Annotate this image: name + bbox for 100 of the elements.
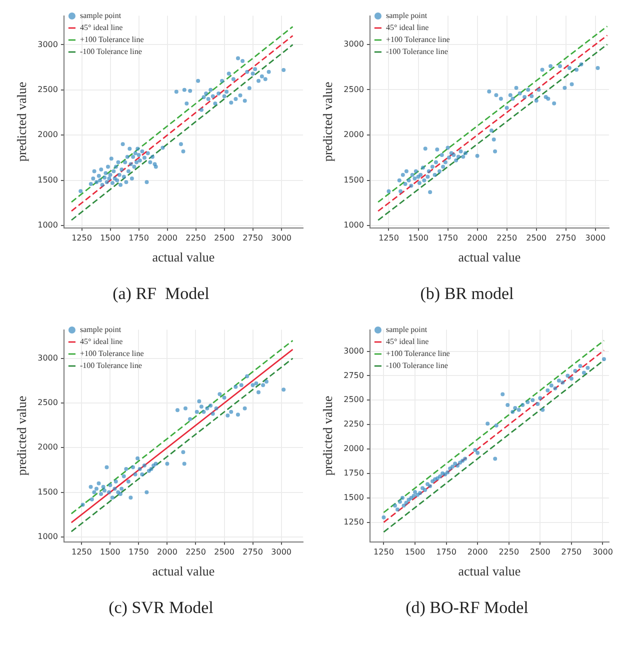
y-tick-label: 2500 xyxy=(38,85,58,94)
x-tick-label: 1750 xyxy=(436,548,456,557)
point xyxy=(569,376,574,381)
point xyxy=(402,504,406,508)
y-tick-label: 1250 xyxy=(344,517,364,526)
y-tick-label: 2750 xyxy=(344,370,364,380)
point xyxy=(566,374,570,378)
point xyxy=(573,368,578,373)
x-tick-label: 2500 xyxy=(214,234,234,243)
point xyxy=(556,378,561,383)
point xyxy=(493,456,498,461)
point xyxy=(494,424,498,428)
point xyxy=(426,482,430,486)
y-tick-label: 3000 xyxy=(344,40,364,49)
legend-label: 45° ideal line xyxy=(80,23,124,32)
point xyxy=(553,386,558,390)
x-tick-label: 2000 xyxy=(467,234,488,243)
y-tick-label: 2500 xyxy=(38,398,58,408)
point xyxy=(420,486,425,490)
legend-label: -100 Tolerance line xyxy=(386,47,448,56)
x-tick-label: 1500 xyxy=(100,234,120,243)
y-tick-label: 1500 xyxy=(38,487,58,496)
point xyxy=(510,410,515,414)
x-tick-label: 1250 xyxy=(72,234,92,243)
y-axis-title: predicted value xyxy=(14,396,30,476)
point xyxy=(400,496,404,500)
x-tick-label: 1500 xyxy=(100,548,120,557)
x-tick-label: 2750 xyxy=(561,548,582,557)
point xyxy=(530,398,535,402)
point xyxy=(428,484,432,488)
point xyxy=(418,490,422,495)
x-tick-label: 2750 xyxy=(242,234,263,243)
point xyxy=(443,472,448,476)
point xyxy=(520,403,525,408)
point xyxy=(500,392,505,396)
y-axis-title: predicted value xyxy=(14,82,30,162)
x-tick-label: 2500 xyxy=(214,548,234,557)
text: (a) RF Model xyxy=(112,284,210,304)
x-tick-label: 2000 xyxy=(157,234,178,243)
point xyxy=(526,400,530,404)
y-tick-label: 1000 xyxy=(38,532,58,541)
point xyxy=(538,396,542,400)
point xyxy=(446,470,450,474)
point xyxy=(549,383,554,388)
x-axis-title: actual value xyxy=(458,564,521,579)
x-tick-label: 3000 xyxy=(585,234,606,243)
y-tick-label: 2000 xyxy=(38,442,58,452)
y-axis-title: predicted value xyxy=(320,82,336,162)
point xyxy=(453,462,458,466)
x-tick-label: 1750 xyxy=(128,548,149,557)
point xyxy=(516,408,521,412)
y-tick-label: 1000 xyxy=(344,220,364,230)
x-tick-label: 2250 xyxy=(186,548,206,557)
x-tick-label: 2250 xyxy=(186,234,206,243)
x-axis-title: actual value xyxy=(152,564,215,579)
point xyxy=(448,466,452,471)
x-tick-label: 3000 xyxy=(271,548,292,557)
legend-label: +100 Tolerance line xyxy=(80,35,144,44)
point xyxy=(578,364,582,368)
legend-label: -100 Tolerance line xyxy=(80,47,142,56)
x-tick-label: 2750 xyxy=(556,234,576,243)
y-axis-title: predicted value xyxy=(320,396,336,476)
point xyxy=(395,508,400,512)
point xyxy=(404,500,408,505)
legend-label: sample point xyxy=(386,11,428,20)
legend-label: +100 Tolerance line xyxy=(80,349,144,358)
x-tick-label: 1750 xyxy=(438,234,458,243)
x-tick-label: 1250 xyxy=(374,548,394,557)
x-tick-label: 1500 xyxy=(404,548,426,557)
point xyxy=(506,403,510,408)
legend-label: 45° ideal line xyxy=(80,337,124,346)
y-tick-label: 3000 xyxy=(344,346,364,356)
y-tick-label: 3000 xyxy=(38,40,58,49)
legend-label: -100 Tolerance line xyxy=(80,361,142,370)
x-tick-label: 1250 xyxy=(378,234,399,243)
x-tick-label: 3000 xyxy=(592,548,613,557)
point xyxy=(560,380,565,385)
legend-label: 45° ideal line xyxy=(386,23,430,32)
x-tick-label: 2500 xyxy=(526,234,547,243)
legend-label: +100 Tolerance line xyxy=(386,35,450,44)
y-tick-label: 2000 xyxy=(344,130,364,140)
legend-label: sample point xyxy=(386,325,428,334)
point xyxy=(473,448,478,452)
y-tick-label: 1500 xyxy=(344,175,364,184)
point xyxy=(412,494,416,498)
point xyxy=(456,464,460,468)
x-tick-label: 2500 xyxy=(530,548,550,557)
point xyxy=(536,402,540,406)
x-tick-label: 3000 xyxy=(271,234,292,243)
x-tick-label: 2750 xyxy=(242,548,263,557)
x-tick-label: 2000 xyxy=(157,548,178,557)
point xyxy=(382,515,386,520)
point xyxy=(476,450,480,455)
x-axis-title: actual value xyxy=(458,250,521,265)
point xyxy=(602,357,606,362)
point xyxy=(450,464,455,469)
y-tick-label: 2500 xyxy=(344,84,364,94)
x-axis-title: actual value xyxy=(152,250,215,265)
y-tick-label: 1750 xyxy=(344,468,364,478)
x-tick-label: 2000 xyxy=(467,548,488,557)
